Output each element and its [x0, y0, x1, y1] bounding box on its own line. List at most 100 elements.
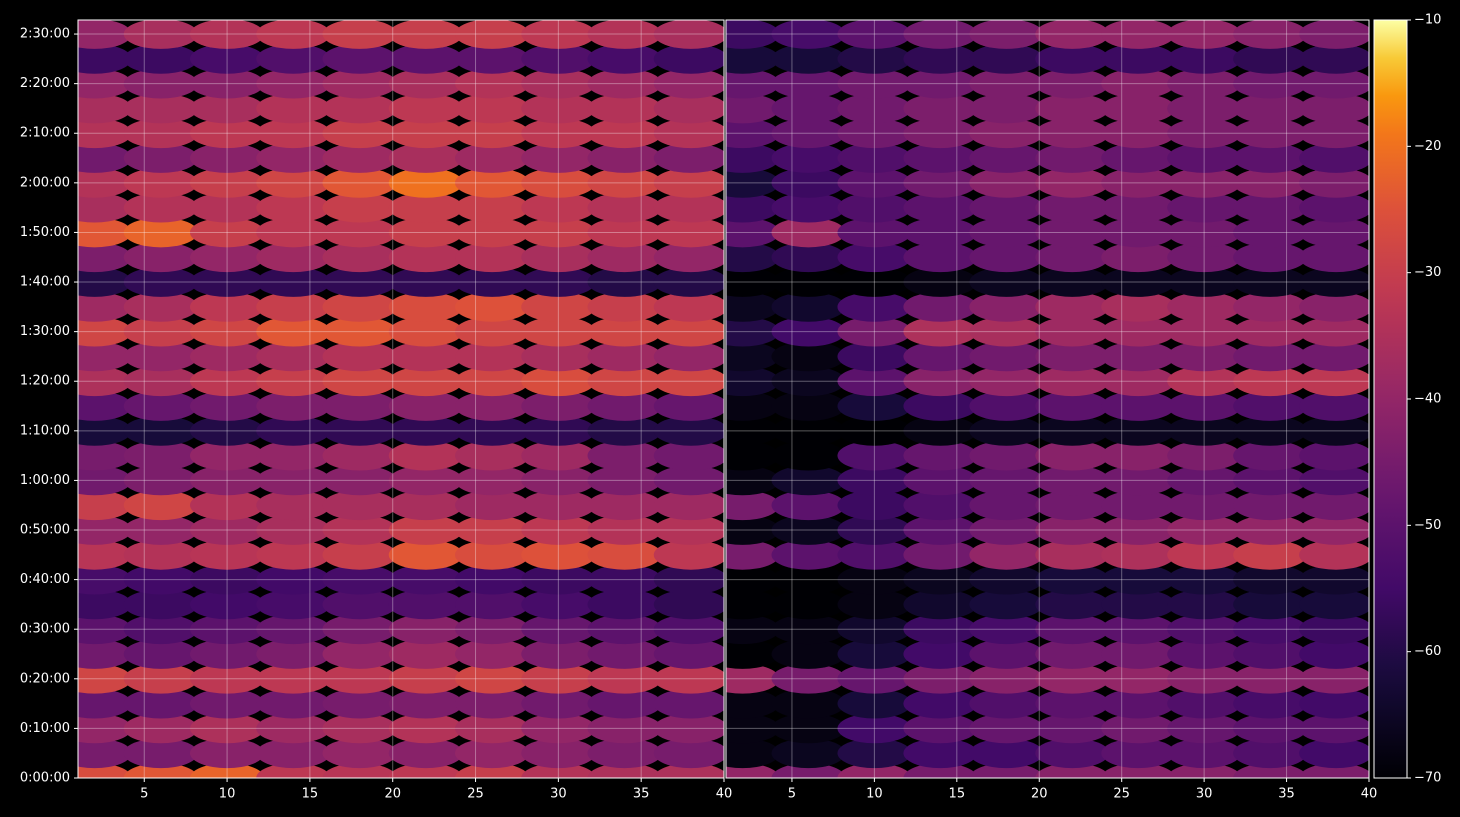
heatmap-cell: [78, 143, 132, 173]
heatmap-cell: [322, 738, 397, 769]
heatmap-cell: [256, 192, 331, 223]
heatmap-cell: [123, 291, 198, 322]
heatmap-cell: [1167, 20, 1242, 49]
heatmap-cells: [78, 20, 724, 778]
heatmap-cell: [1167, 391, 1242, 421]
heatmap-cell: [1035, 93, 1110, 124]
heatmap-cell: [587, 614, 662, 645]
y-tick-label: 2:10:00: [20, 126, 70, 141]
heatmap-cell: [837, 291, 912, 322]
heatmap-cell: [837, 490, 912, 521]
heatmap-cell: [388, 68, 463, 99]
heatmap-cell: [653, 539, 724, 570]
heatmap-cell: [1299, 688, 1369, 719]
heatmap-cell: [903, 341, 978, 372]
heatmap-cell: [189, 118, 265, 149]
heatmap-cell: [969, 713, 1044, 744]
heatmap-cell: [1167, 167, 1242, 198]
heatmap-cell: [388, 43, 463, 74]
heatmap-cell: [771, 738, 846, 769]
heatmap-cell: [256, 167, 331, 198]
x-tick-label: 40: [1361, 787, 1378, 802]
heatmap-cell: [322, 440, 397, 471]
heatmap-cell: [969, 118, 1044, 149]
heatmap-cell: [521, 267, 596, 297]
heatmap-cell: [969, 688, 1044, 719]
heatmap-cell: [653, 763, 724, 778]
heatmap-cell: [322, 192, 397, 223]
heatmap-cell: [123, 118, 198, 149]
heatmap-cell: [587, 217, 662, 248]
heatmap-cell: [1101, 291, 1176, 322]
heatmap-cell: [78, 440, 132, 471]
heatmap-cell: [189, 465, 265, 496]
heatmap-cell: [837, 167, 912, 198]
heatmap-cell: [969, 20, 1044, 49]
heatmap-cell: [726, 713, 780, 744]
heatmap-cell: [903, 614, 978, 645]
heatmap-cell: [123, 589, 198, 620]
heatmap-cell: [771, 589, 846, 620]
heatmap-cell: [653, 242, 724, 273]
heatmap-cell: [1233, 465, 1308, 496]
heatmap-cell: [1233, 564, 1308, 595]
heatmap-cell: [454, 93, 530, 124]
heatmap-cell: [78, 713, 132, 744]
heatmap-cell: [726, 465, 780, 496]
heatmap-cell: [1101, 217, 1176, 248]
heatmap-cell: [587, 43, 662, 74]
heatmap-cell: [454, 68, 530, 99]
heatmap-cell: [837, 614, 912, 645]
heatmap-cell: [521, 440, 596, 471]
heatmap-cell: [1035, 217, 1110, 248]
heatmap-cell: [771, 291, 846, 322]
heatmap-cell: [1299, 738, 1369, 769]
heatmap-cell: [521, 118, 596, 149]
heatmap-cell: [653, 639, 724, 669]
heatmap-cell: [726, 391, 780, 421]
heatmap-cells: [726, 20, 1369, 778]
heatmap-cell: [454, 341, 530, 372]
heatmap-cell: [1035, 515, 1110, 545]
heatmap-cell: [771, 366, 846, 397]
heatmap-cell: [903, 564, 978, 595]
heatmap-cell: [653, 43, 724, 74]
heatmap-cell: [837, 713, 912, 744]
heatmap-cell: [322, 366, 397, 397]
heatmap-cell: [454, 192, 530, 223]
heatmap-cell: [388, 713, 463, 744]
heatmap-cell: [726, 688, 780, 719]
heatmap-cell: [521, 738, 596, 769]
heatmap-cell: [1101, 440, 1176, 471]
y-tick-label: 0:10:00: [20, 721, 70, 736]
heatmap-cell: [189, 440, 265, 471]
heatmap-cell: [454, 713, 530, 744]
heatmap-cell: [322, 267, 397, 297]
heatmap-cell: [322, 167, 397, 198]
heatmap-cell: [1035, 639, 1110, 669]
plot-frame: [725, 19, 1370, 779]
heatmap-cell: [1101, 143, 1176, 173]
heatmap-cell: [256, 688, 331, 719]
heatmap-cell: [189, 242, 265, 273]
heatmap-cell: [78, 564, 132, 595]
heatmap-cell: [726, 738, 780, 769]
heatmap-cell: [587, 465, 662, 496]
heatmap-cell: [123, 763, 198, 778]
heatmap-cell: [78, 118, 132, 149]
heatmap-cell: [1233, 713, 1308, 744]
heatmap-cell: [587, 242, 662, 273]
heatmap-cell: [587, 291, 662, 322]
heatmap-cell: [903, 316, 978, 347]
heatmap-cell: [771, 515, 846, 545]
heatmap-cell: [78, 43, 132, 74]
heatmap-cell: [837, 192, 912, 223]
y-tick-label: 0:20:00: [20, 671, 70, 686]
heatmap-cell: [1233, 20, 1307, 49]
heatmap-cell: [837, 143, 912, 173]
heatmap-cell: [771, 43, 846, 74]
heatmap-cell: [1167, 267, 1242, 297]
heatmap-cell: [521, 43, 596, 74]
heatmap-cell: [1035, 341, 1110, 372]
heatmap-cell: [189, 738, 265, 769]
